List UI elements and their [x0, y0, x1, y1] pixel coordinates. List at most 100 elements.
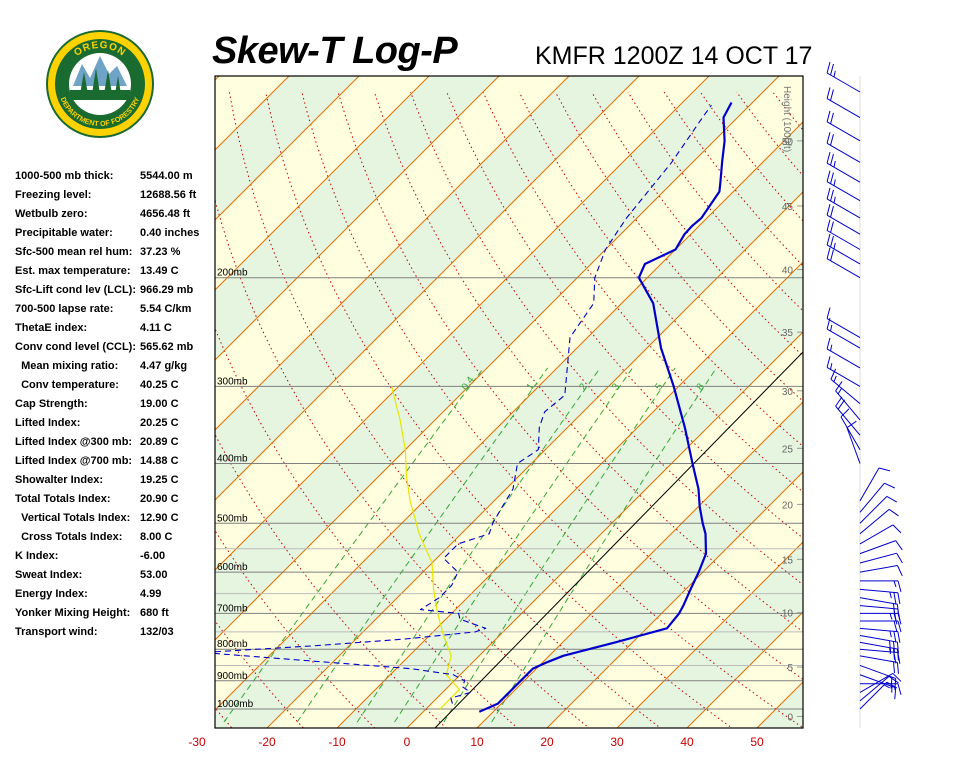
stat-label: Sfc-Lift cond lev (LCL):: [15, 284, 136, 296]
temperature-tick-label: 0: [404, 735, 411, 749]
wind-barb: [859, 552, 903, 564]
oregon-department-of-forestry-logo: OREGON DEPARTMENT OF FORESTRY: [46, 30, 154, 138]
wind-barb-flag: [888, 508, 899, 517]
stat-label: Est. max temperature:: [15, 265, 131, 277]
stat-value: 20.25 C: [140, 417, 179, 429]
wind-barb: [859, 664, 897, 690]
height-tick-label: 40: [782, 266, 794, 277]
wind-barb-flag: [835, 396, 843, 407]
wind-barb-staff: [826, 318, 861, 338]
wind-barb-flag: [893, 631, 897, 643]
stat-value: 565.62 mb: [140, 341, 194, 353]
wind-barb: [826, 132, 861, 163]
wind-barb-staff: [826, 72, 861, 93]
mixing-ratio-line: [296, 367, 549, 723]
wind-barb-staff: [826, 230, 861, 250]
wind-barb-flag: [893, 592, 897, 604]
wind-barb-flag: [830, 235, 834, 248]
wind-barb: [826, 152, 861, 183]
stat-row: Energy Index: 4.99: [15, 588, 215, 607]
wind-barb-flag: [833, 196, 836, 204]
wind-barb-staff: [859, 664, 896, 679]
isotherm: [616, 541, 803, 728]
wind-barb: [859, 588, 901, 605]
wind-barb-flag: [897, 620, 902, 633]
stat-value: 4.99: [140, 588, 162, 600]
station-time-label: KMFR 1200Z 14 OCT 17: [535, 42, 813, 70]
wind-barb-staff: [859, 672, 894, 693]
isotherm: [686, 611, 803, 728]
wind-barb: [826, 317, 861, 349]
dry-adiabat: [215, 198, 590, 728]
temperature-band: [0, 64, 161, 735]
stat-row: Vertical Totals Index: 12.90 C: [15, 512, 215, 531]
wind-barb-flag: [826, 152, 831, 164]
stat-value: -6.00: [140, 550, 166, 562]
wind-barb: [826, 337, 861, 369]
wind-barb-flag: [896, 642, 899, 654]
wind-barb-staff: [840, 416, 861, 450]
wind-barb-flag: [830, 112, 834, 124]
stat-label: Cap Strength:: [15, 398, 88, 410]
stat-value: 13.49 C: [140, 265, 179, 277]
wind-barb-flag: [830, 249, 834, 261]
wind-barb-staff: [826, 198, 861, 219]
stat-label: Yonker Mixing Height:: [15, 607, 131, 619]
dry-adiabat: [518, 91, 803, 448]
stat-label: Conv temperature:: [15, 379, 119, 391]
wind-barb-staff: [826, 98, 861, 118]
stat-row: K Index: -6.00: [15, 550, 215, 569]
isotherm: [215, 76, 220, 81]
stat-value: 19.00 C: [140, 398, 179, 410]
dry-adiabat: [215, 619, 305, 728]
wind-barb: [859, 674, 897, 700]
wind-barb-flag: [897, 631, 901, 643]
height-tick-label: 20: [782, 500, 794, 511]
plot-area: 1000mb 900mb 800mb 700mb 600mb 500mb 400mb 300m…: [0, 64, 803, 735]
pressure-label: 900mb: [217, 671, 248, 682]
stat-value: 53.00: [140, 569, 168, 581]
wind-barb-flag: [826, 219, 831, 231]
wind-barb-staff: [859, 676, 890, 702]
mixing-ratio-line: [443, 367, 676, 723]
wind-barb-flag: [826, 187, 831, 200]
wind-barb: [859, 495, 898, 524]
isotherm: [0, 64, 161, 735]
wind-barb-flag: [892, 673, 902, 682]
stat-label: Sweat Index:: [15, 569, 83, 581]
wind-barb-flag: [830, 172, 834, 184]
wind-barb: [859, 508, 899, 535]
wind-barb-staff: [859, 681, 888, 710]
stat-label: Energy Index:: [15, 588, 88, 600]
wind-barb-staff: [859, 467, 880, 502]
wind-barb-flag: [889, 613, 893, 620]
temperature-tick-label: 40: [680, 735, 694, 749]
temperature-tick-label: -30: [188, 735, 206, 749]
wind-barb: [830, 368, 861, 405]
stat-label: Conv cond level (CCL):: [15, 341, 137, 353]
wind-barb: [826, 233, 861, 265]
wind-barb: [859, 676, 899, 702]
wind-barb-flag: [826, 356, 831, 368]
pressure-label: 800mb: [217, 639, 248, 650]
wind-barb-flag: [896, 648, 899, 661]
wind-barb: [826, 61, 861, 93]
wind-barbs: [826, 61, 903, 728]
pressure-label: 700mb: [217, 603, 248, 614]
stat-row: Total Totals Index: 20.90 C: [15, 493, 215, 512]
wind-barb-flag: [892, 641, 896, 653]
wind-barb-flag: [833, 70, 836, 78]
isotherm: [406, 331, 803, 728]
isotherm: [546, 471, 803, 728]
wind-barb-flag: [826, 110, 831, 122]
wind-barb-flag: [830, 368, 837, 380]
wind-barb-staff: [859, 524, 894, 545]
wind-barb-flag: [878, 467, 891, 472]
isotherm: [215, 121, 803, 711]
wind-barb-flag: [846, 420, 857, 429]
wind-barb-flag: [837, 388, 842, 395]
isotherm: [476, 401, 803, 728]
stat-value: 5544.00 m: [140, 170, 193, 182]
wind-barb-flag: [826, 307, 831, 319]
